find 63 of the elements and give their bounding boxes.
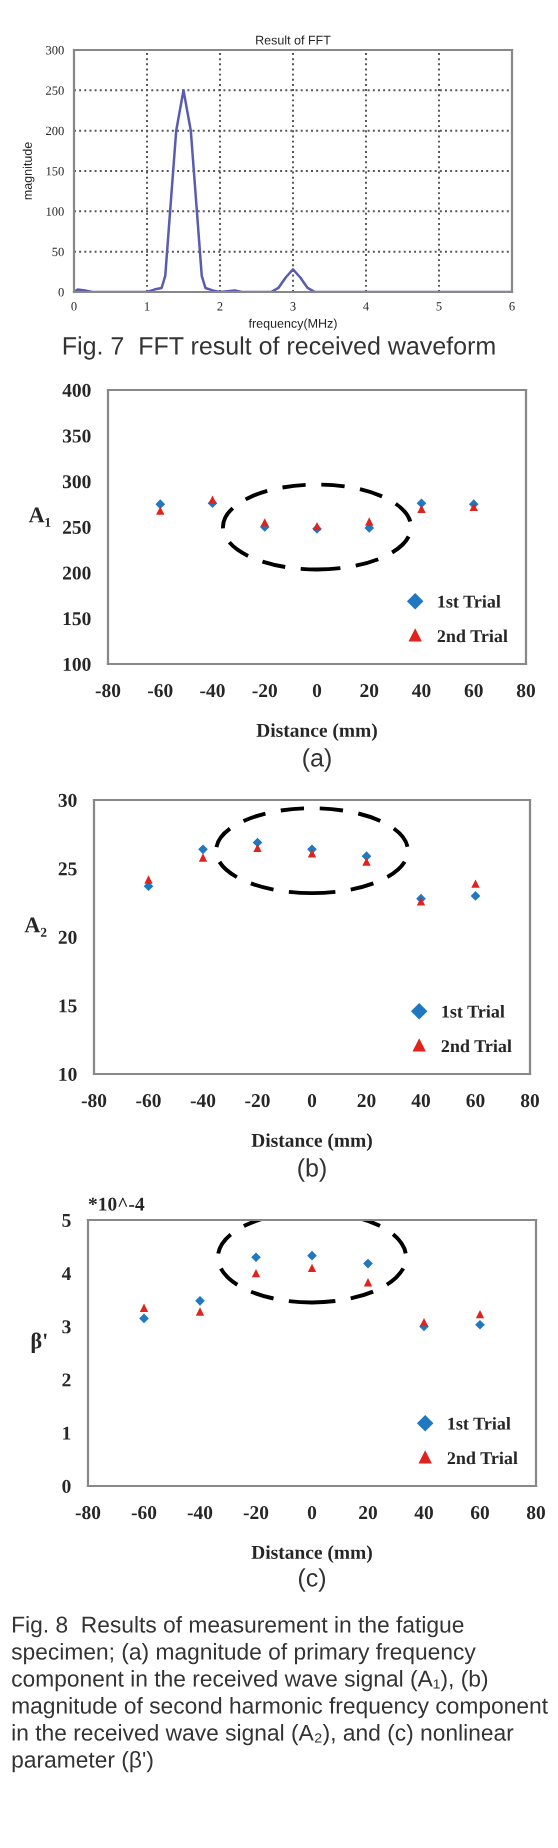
x-tick-label: 80 [516,684,535,698]
x-tick-label: 40 [412,684,431,698]
x-tick-label: 20 [360,684,379,698]
caption: Fig. 8 Results of measurement in the fatigue specimen; (a) magnitude of primary frequency component in the received wave signal (A₁), (b) magnitude of second harmonic frequency component in the received wave signal (A₂), and (c) nonlinear parameter (β') [11,1616,548,1773]
y-tick-label: 350 [62,429,91,443]
text: *10^-4 [88,1197,145,1211]
x-tick-label: 80 [526,1506,545,1520]
x-tick-label: -20 [252,684,277,698]
y-tick-label: 4 [61,1267,71,1280]
x-tick-label: 0 [312,684,322,698]
y-axis-title: A₁ [28,507,51,527]
y-tick-label: 100 [63,657,91,671]
caption: Fig. 7 FFT result of received waveform [63,336,495,360]
x-tick-label: 60 [470,1506,489,1520]
y-tick-label: 1 [63,1426,71,1440]
y-axis-title: β' [31,1332,47,1353]
y-tick-label: 2 [62,1373,71,1387]
x-tick-label: -60 [148,684,173,698]
x-tick-label: 20 [359,1506,377,1520]
y-tick-label: 200 [62,566,91,580]
y-tick-label: 3 [62,1320,71,1334]
x-tick-label: -40 [187,1506,213,1520]
text: (b) [298,1158,326,1182]
x-axis-title: Distance (mm) [251,1133,372,1151]
x-tick-label: -60 [131,1506,157,1520]
x-tick-label: 0 [307,1094,317,1108]
legend-label: 1st Trial [448,1417,511,1430]
legend-label: 1st Trial [438,595,501,608]
x-tick-label: -60 [136,1094,161,1108]
y-tick-label: 30 [58,793,77,807]
y-axis-title: A₂ [24,917,47,937]
y-tick-label: 250 [62,520,91,534]
x-tick-label: 40 [414,1506,433,1520]
text: (a) [303,748,331,772]
text: (c) [298,1568,326,1592]
x-tick-label: -40 [200,684,225,698]
y-tick-label: 400 [62,383,91,397]
x-tick-label: -40 [190,1094,216,1108]
x-tick-label: -80 [75,1506,101,1520]
legend-label: 1st Trial [442,1005,505,1018]
x-tick-label: 20 [357,1094,376,1108]
y-tick-label: 300 [62,475,91,489]
x-axis-title: Distance (mm) [256,723,377,741]
x-tick-label: 60 [464,684,483,698]
legend-label: 2nd Trial [447,1451,518,1465]
x-tick-label: -80 [95,684,121,698]
y-tick-label: 20 [58,930,77,944]
y-tick-label: 5 [62,1214,71,1227]
x-tick-label: -80 [81,1094,107,1108]
y-tick-label: 15 [59,999,77,1013]
legend-label: 2nd Trial [437,629,508,643]
y-tick-label: 10 [59,1067,77,1081]
x-tick-label: 0 [307,1506,317,1520]
y-tick-label: 0 [62,1479,71,1493]
x-tick-label: 80 [520,1094,539,1108]
x-axis-title: Distance (mm) [251,1545,372,1563]
x-tick-label: -20 [243,1506,269,1520]
y-tick-label: 25 [58,862,77,876]
x-tick-label: 60 [466,1094,485,1108]
x-tick-label: -20 [245,1094,270,1108]
y-tick-label: 150 [63,612,91,626]
x-tick-label: 40 [411,1094,430,1108]
legend-label: 2nd Trial [441,1039,512,1053]
